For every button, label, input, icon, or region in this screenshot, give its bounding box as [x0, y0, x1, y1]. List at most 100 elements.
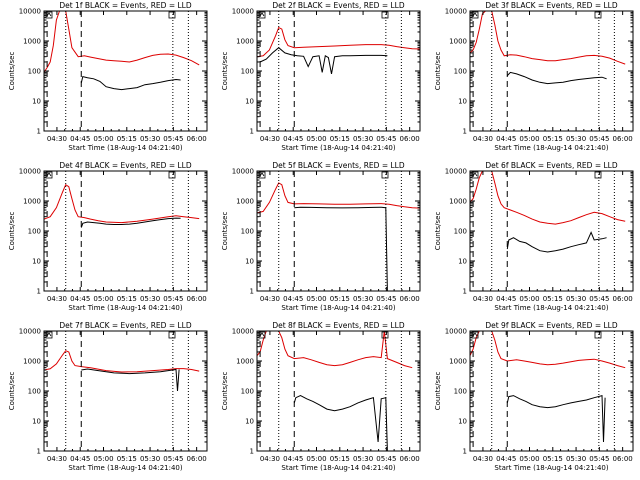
x-tick-label: 06:00 — [613, 455, 633, 463]
x-tick-label: 05:15 — [117, 295, 137, 303]
x-tick-label: 05:00 — [93, 135, 113, 143]
panel-title: Det 4f BLACK = Events, RED = LLD — [59, 161, 192, 170]
x-tick-label: 06:00 — [613, 135, 633, 143]
x-tick-label: 06:00 — [187, 455, 207, 463]
y-tick-label: 10000 — [19, 8, 41, 16]
y-tick-label: 100 — [241, 228, 254, 236]
x-axis-label: Start Time (18-Aug-14 04:21:40) — [68, 464, 182, 472]
y-tick-label: 1 — [250, 448, 254, 456]
legend-marker-icon — [168, 171, 176, 179]
x-tick-label: 05:15 — [330, 295, 350, 303]
y-tick-label: 100 — [241, 388, 254, 396]
x-tick-label: 05:45 — [589, 135, 609, 143]
x-tick-label: 04:45 — [283, 455, 303, 463]
events-series-line — [80, 75, 181, 91]
x-tick-label: 06:00 — [187, 295, 207, 303]
x-tick-label: 05:15 — [543, 455, 563, 463]
x-tick-label: 04:45 — [70, 295, 90, 303]
y-tick-label: 10 — [32, 98, 41, 106]
x-tick-label: 05:30 — [140, 455, 160, 463]
x-tick-label: 05:00 — [306, 455, 326, 463]
x-tick-label: 06:00 — [400, 295, 420, 303]
panel-title: Det 1f BLACK = Events, RED = LLD — [59, 1, 192, 10]
legend-marker-icon — [594, 171, 602, 179]
x-tick-label: 05:45 — [376, 135, 396, 143]
y-axis-label: Counts/sec — [8, 212, 16, 251]
y-tick-label: 10 — [32, 258, 41, 266]
detector-panel: Det 4f BLACK = Events, RED = LLD 04:30 04:… — [8, 161, 208, 312]
legend-marker-icon — [45, 11, 53, 19]
y-tick-label: 10000 — [445, 8, 467, 16]
x-tick-label: 05:30 — [353, 295, 373, 303]
x-tick-label: 05:45 — [589, 295, 609, 303]
lld-series-line — [470, 171, 626, 225]
y-tick-label: 100 — [454, 388, 467, 396]
legend-marker-icon — [471, 171, 479, 179]
x-tick-label: 06:00 — [400, 455, 420, 463]
panel-title: Det 2f BLACK = Events, RED = LLD — [272, 1, 405, 10]
x-tick-label: 04:45 — [70, 135, 90, 143]
y-tick-label: 100 — [28, 228, 41, 236]
y-tick-label: 10 — [458, 98, 467, 106]
y-tick-label: 100 — [28, 388, 41, 396]
y-tick-label: 1 — [37, 448, 41, 456]
x-tick-label: 05:45 — [376, 295, 396, 303]
x-tick-label: 04:30 — [260, 135, 280, 143]
y-tick-label: 100 — [28, 68, 41, 76]
y-tick-label: 10 — [245, 418, 254, 426]
y-tick-label: 1 — [463, 288, 467, 296]
x-tick-label: 05:00 — [519, 455, 539, 463]
y-tick-label: 10 — [245, 98, 254, 106]
events-series-line — [506, 394, 606, 443]
lld-series-line — [257, 182, 420, 214]
events-series-line — [293, 395, 388, 451]
y-tick-label: 10000 — [19, 328, 41, 336]
detector-panel: Det 5f BLACK = Events, RED = LLD 04:30 04:… — [221, 161, 421, 312]
x-tick-label: 05:30 — [566, 455, 586, 463]
legend-marker-icon — [168, 331, 176, 339]
x-tick-label: 05:30 — [566, 135, 586, 143]
y-axis-label: Counts/sec — [434, 372, 442, 411]
y-tick-label: 10000 — [445, 168, 467, 176]
panel-title: Det 8f BLACK = Events, RED = LLD — [272, 321, 405, 330]
x-axis-label: Start Time (18-Aug-14 04:21:40) — [68, 304, 182, 312]
x-tick-label: 05:15 — [543, 135, 563, 143]
detector-panel: Det 9f BLACK = Events, RED = LLD 04:30 04:… — [434, 321, 634, 472]
legend-marker-icon — [594, 331, 602, 339]
x-tick-label: 06:00 — [400, 135, 420, 143]
plot-frame — [43, 330, 208, 452]
x-axis-label: Start Time (18-Aug-14 04:21:40) — [281, 144, 395, 152]
events-series-line — [259, 47, 388, 74]
lld-series-line — [470, 11, 626, 65]
x-tick-label: 05:00 — [93, 295, 113, 303]
events-series-line — [506, 71, 607, 85]
legend-marker-icon — [381, 171, 389, 179]
y-tick-label: 10000 — [232, 8, 254, 16]
y-axis-label: Counts/sec — [8, 52, 16, 91]
plot-frame — [469, 170, 634, 292]
y-tick-label: 1000 — [23, 358, 41, 366]
plot-frame — [256, 330, 421, 452]
legend-marker-icon — [381, 11, 389, 19]
plot-frame — [469, 10, 634, 132]
y-tick-label: 10 — [32, 418, 41, 426]
y-axis-label: Counts/sec — [221, 372, 229, 411]
y-tick-label: 10000 — [19, 168, 41, 176]
y-tick-label: 1000 — [236, 198, 254, 206]
panel-title: Det 3f BLACK = Events, RED = LLD — [485, 1, 618, 10]
x-axis-label: Start Time (18-Aug-14 04:21:40) — [494, 144, 608, 152]
x-tick-label: 04:45 — [283, 135, 303, 143]
x-tick-label: 05:45 — [163, 455, 183, 463]
y-tick-label: 1000 — [449, 358, 467, 366]
legend-marker-icon — [258, 171, 266, 179]
y-tick-label: 1 — [463, 128, 467, 136]
x-tick-label: 04:45 — [283, 295, 303, 303]
y-axis-label: Counts/sec — [8, 372, 16, 411]
y-tick-label: 10000 — [232, 168, 254, 176]
y-tick-label: 1000 — [449, 38, 467, 46]
events-series-line — [81, 368, 180, 392]
x-tick-label: 04:30 — [473, 295, 493, 303]
events-series-line — [506, 231, 607, 253]
plot-frame — [469, 330, 634, 452]
detector-panel: Det 6f BLACK = Events, RED = LLD 04:30 04:… — [434, 161, 634, 312]
